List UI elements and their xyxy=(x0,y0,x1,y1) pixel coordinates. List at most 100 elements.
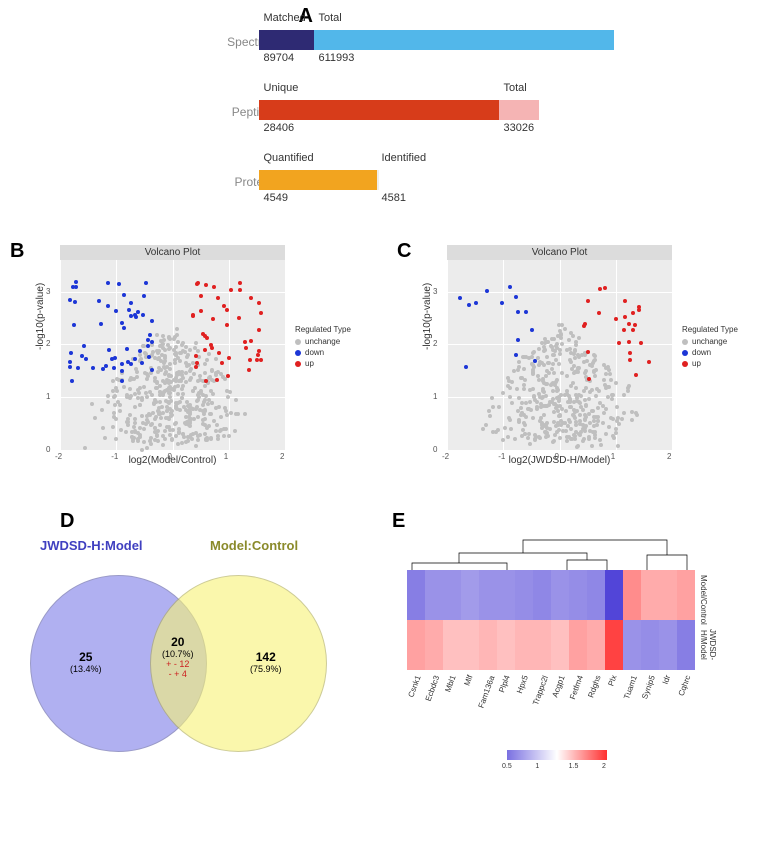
bar-bottom-label: 33026 xyxy=(504,122,535,134)
colorbar-tick: 1 xyxy=(535,763,539,770)
heatmap-cell xyxy=(461,570,479,620)
heatmap-col-label: Tuam1 xyxy=(622,674,639,700)
heatmap-cell xyxy=(605,620,623,670)
panel-e-label: E xyxy=(392,510,405,533)
bar-bottom-label: 89704 xyxy=(264,52,295,64)
heatmap-col-label: Synip5 xyxy=(640,674,657,700)
heatmap-cell xyxy=(443,570,461,620)
heatmap-cell xyxy=(587,570,605,620)
bar-top-label: Total xyxy=(319,12,342,24)
heatmap-row-label: Model/Control xyxy=(699,575,708,615)
heatmap-cell xyxy=(587,620,605,670)
heatmap-cell xyxy=(677,570,695,620)
venn-left-pct: (13.4%) xyxy=(70,664,102,674)
heatmap-cell xyxy=(479,620,497,670)
heatmap-col-label: Acgp1 xyxy=(550,674,566,698)
panel-e: E Model/ControlJWDSD-H/Model Csnk1Ecbdc3… xyxy=(377,520,767,810)
bar-top-label: Total xyxy=(504,82,527,94)
venn-right-title: Model:Control xyxy=(210,538,298,553)
venn-ov-n: 20 xyxy=(171,635,184,649)
volcano-panel: CVolcano Plot-2-10120123-log10(p-value)l… xyxy=(397,240,767,490)
heatmap-cell xyxy=(497,570,515,620)
venn-ov-l1: + - 12 xyxy=(162,659,194,669)
plot-area: -2-10120123 xyxy=(447,260,672,450)
x-axis-label: log2(JWDSD-H/Model) xyxy=(447,455,672,466)
heatmap-cell xyxy=(623,620,641,670)
heatmap-cell xyxy=(425,570,443,620)
panel-d-label: D xyxy=(60,510,74,533)
bottom-row: D JWDSD-H:Model Model:Control 25 (13.4%)… xyxy=(10,520,767,810)
plot-title: Volcano Plot xyxy=(447,245,672,261)
heatmap-row-label: JWDSD-H/Model xyxy=(699,625,717,665)
venn-overlap-count: 20 (10.7%) + - 12 - + 4 xyxy=(162,635,194,679)
bar-segment xyxy=(259,30,314,50)
colorbar-tick: 2 xyxy=(602,763,606,770)
heatmap-cell xyxy=(569,570,587,620)
bar-bottom-label: 4549 xyxy=(264,192,288,204)
heatmap-col-label: Hpx5 xyxy=(515,674,530,695)
bar-bottom-label: 28406 xyxy=(264,122,295,134)
heatmap-cell xyxy=(515,620,533,670)
bar-row: PeptidesUnique28406Total33026 xyxy=(259,80,659,130)
legend: Regulated Typeunchangedownup xyxy=(682,325,738,370)
heatmap-cell xyxy=(461,620,479,670)
heatmap-cell xyxy=(533,620,551,670)
heatmap-cell xyxy=(407,570,425,620)
legend: Regulated Typeunchangedownup xyxy=(295,325,351,370)
bar-segment xyxy=(259,170,377,190)
plot-area: -2-10120123 xyxy=(60,260,285,450)
heatmap-cell xyxy=(407,620,425,670)
heatmap-cell xyxy=(515,570,533,620)
heatmap-cell xyxy=(623,570,641,620)
bar-segment xyxy=(499,100,539,120)
colorbar-tick: 1.5 xyxy=(569,763,579,770)
dendrogram xyxy=(407,525,707,570)
bar-bottom-label: 611993 xyxy=(319,52,355,64)
heatmap-cell xyxy=(443,620,461,670)
bar-row: ProteinsQuantified4549Identified4581 xyxy=(259,150,659,200)
venn-right-pct: (75.9%) xyxy=(250,664,282,674)
heatmap-col-label: Csnk1 xyxy=(406,674,422,698)
heatmap-col-label: Fam136a xyxy=(476,674,496,709)
panel-label: B xyxy=(10,240,24,263)
heatmap-col-label: Fetfm4 xyxy=(568,674,585,700)
heatmap-cell xyxy=(425,620,443,670)
heatmap-cell xyxy=(659,620,677,670)
plot-title: Volcano Plot xyxy=(60,245,285,261)
heatmap-row xyxy=(407,620,695,670)
heatmap-cell xyxy=(551,620,569,670)
heatmap-cell xyxy=(641,620,659,670)
heatmap-col-label: Trappc2l xyxy=(531,674,550,706)
bar-top-label: Matched xyxy=(264,12,306,24)
volcano-row: BVolcano Plot-2-10120123-log10(p-value)l… xyxy=(10,240,767,490)
venn-left-title: JWDSD-H:Model xyxy=(40,538,143,553)
bar-segment xyxy=(377,170,379,190)
venn-right-n: 142 xyxy=(256,650,276,664)
heatmap-cell xyxy=(497,620,515,670)
venn-right-count: 142 (75.9%) xyxy=(250,650,282,674)
bar-top-label: Unique xyxy=(264,82,299,94)
heatmap-col-label: Ecbdc3 xyxy=(424,674,442,702)
heatmap-col-label: Plx xyxy=(606,674,618,688)
bar-top-label: Quantified xyxy=(264,152,314,164)
x-axis-label: log2(Model/Control) xyxy=(60,455,285,466)
venn-ov-pct: (10.7%) xyxy=(162,649,194,659)
heatmap-cell xyxy=(479,570,497,620)
heatmap-col-label: Mbl1 xyxy=(443,674,457,693)
panel-a: A SpectrumMatched89704Total611993Peptide… xyxy=(139,10,639,220)
bar-bottom-label: 4581 xyxy=(382,192,406,204)
panel-d: D JWDSD-H:Model Model:Control 25 (13.4%)… xyxy=(10,520,370,810)
heatmap-cell xyxy=(533,570,551,620)
colorbar-tick: 0.5 xyxy=(502,763,512,770)
venn-left-count: 25 (13.4%) xyxy=(70,650,102,674)
venn-ov-l2: - + 4 xyxy=(162,669,194,679)
bar-segment xyxy=(314,30,614,50)
heatmap-cell xyxy=(569,620,587,670)
heatmap-col-label: Mlf xyxy=(462,674,474,687)
y-axis-label: -log10(p-value) xyxy=(422,283,433,350)
heatmap-col-label: Rdghs xyxy=(586,674,602,699)
y-axis-label: -log10(p-value) xyxy=(35,283,46,350)
venn-left-n: 25 xyxy=(79,650,92,664)
bar-segment xyxy=(259,100,499,120)
colorbar xyxy=(507,750,607,760)
